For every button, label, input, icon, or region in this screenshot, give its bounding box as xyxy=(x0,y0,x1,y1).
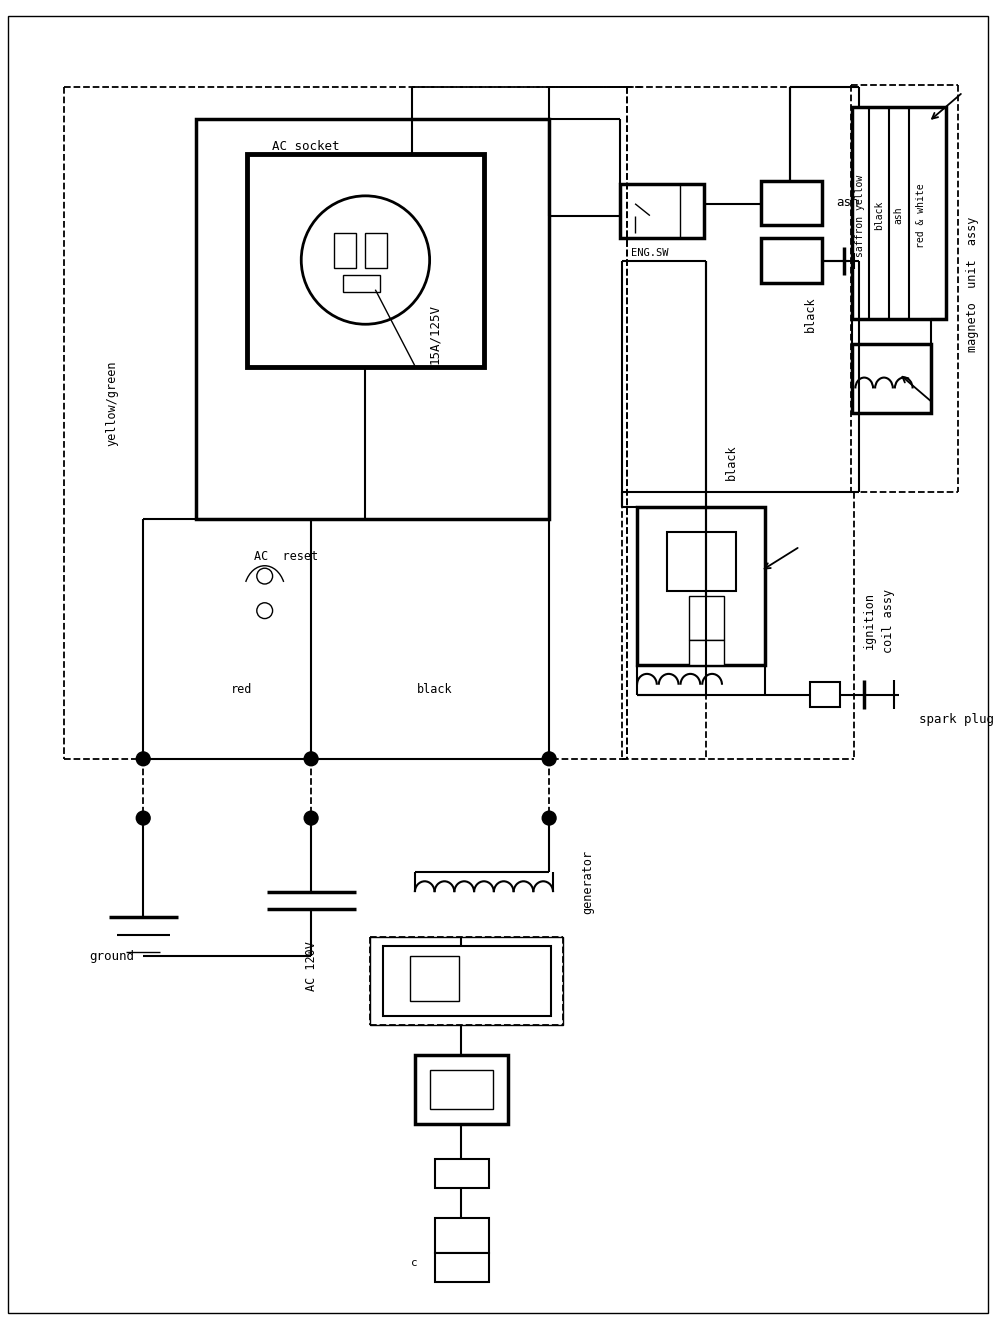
Circle shape xyxy=(304,752,319,766)
Text: c: c xyxy=(411,1257,418,1268)
Circle shape xyxy=(542,811,556,825)
Text: spark plug: spark plug xyxy=(918,712,994,726)
Bar xyxy=(760,238,822,283)
Bar xyxy=(383,946,551,1015)
Text: yellow/green: yellow/green xyxy=(105,360,118,447)
Text: ash: ash xyxy=(894,207,904,225)
Circle shape xyxy=(136,752,150,766)
Bar xyxy=(370,937,563,1026)
Circle shape xyxy=(542,752,556,766)
Circle shape xyxy=(136,811,150,825)
Text: black: black xyxy=(874,201,884,230)
Bar xyxy=(410,957,460,1001)
Bar xyxy=(760,181,822,226)
Bar xyxy=(691,546,721,591)
Text: AC  reset: AC reset xyxy=(254,550,319,563)
Text: AC 120V: AC 120V xyxy=(304,941,318,991)
Bar xyxy=(434,1253,489,1282)
Text: red & white: red & white xyxy=(915,183,925,249)
Text: black: black xyxy=(725,445,738,480)
Text: red: red xyxy=(231,683,253,696)
Bar xyxy=(853,106,947,319)
Bar xyxy=(247,154,484,367)
Text: magneto  unit  assy: magneto unit assy xyxy=(967,217,980,352)
Bar xyxy=(434,1159,489,1188)
Text: black: black xyxy=(416,683,453,696)
Bar xyxy=(620,183,705,238)
Bar xyxy=(809,682,840,707)
Text: black: black xyxy=(803,296,816,332)
Text: ash: ash xyxy=(837,197,859,209)
Bar xyxy=(429,1070,493,1110)
Bar xyxy=(689,641,724,664)
Circle shape xyxy=(304,811,319,825)
Text: coil assy: coil assy xyxy=(882,589,895,653)
Bar xyxy=(334,234,356,268)
Bar xyxy=(343,275,380,291)
Text: ground: ground xyxy=(89,950,134,962)
Bar xyxy=(689,595,724,641)
Text: ignition: ignition xyxy=(863,591,876,649)
Text: saffron yellow: saffron yellow xyxy=(855,174,865,256)
Text: ENG.SW: ENG.SW xyxy=(631,249,668,258)
Bar xyxy=(666,532,736,591)
Bar xyxy=(415,1055,508,1124)
Bar xyxy=(691,591,721,613)
Bar xyxy=(196,118,549,518)
Bar xyxy=(637,506,765,664)
Bar xyxy=(366,234,387,268)
Bar xyxy=(434,1219,489,1253)
Text: 15A/125V: 15A/125V xyxy=(428,304,442,364)
Bar xyxy=(853,344,931,413)
Text: generator: generator xyxy=(582,851,594,914)
Text: AC socket: AC socket xyxy=(272,140,340,153)
